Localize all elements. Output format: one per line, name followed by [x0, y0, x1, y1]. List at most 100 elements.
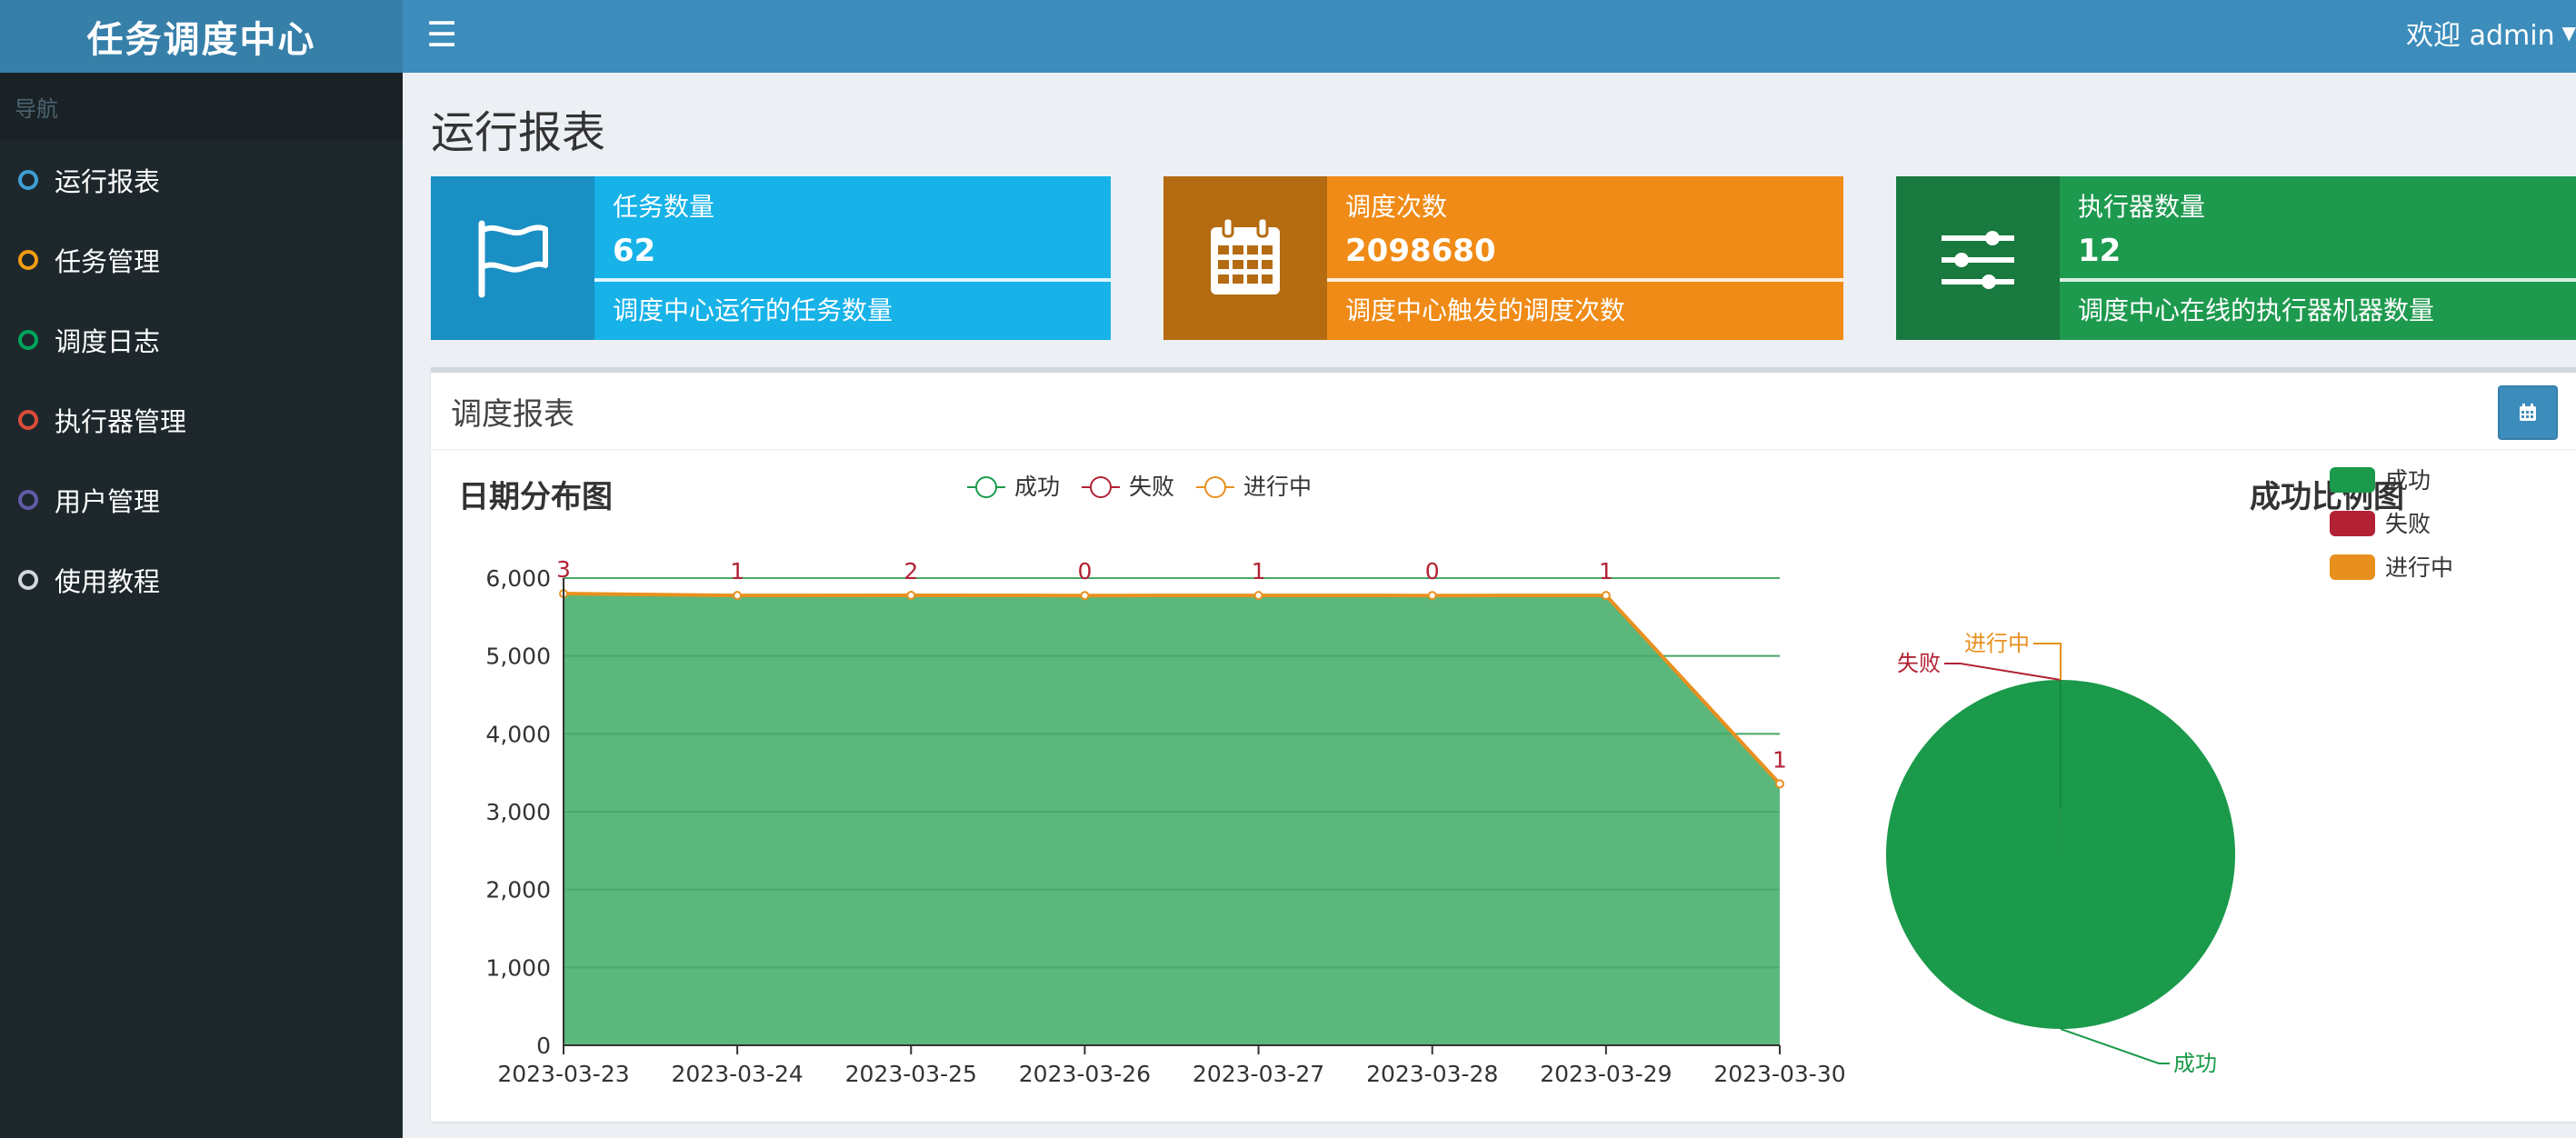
sliders-icon: [1942, 231, 2014, 289]
y-tick-label: 6,000: [485, 565, 551, 592]
nav-header: 导航: [0, 73, 403, 140]
app-logo[interactable]: 任务调度中心: [0, 0, 403, 73]
circle-icon: [18, 490, 38, 510]
data-label: 1: [1772, 746, 1787, 773]
circle-icon: [18, 330, 38, 350]
menu-icon[interactable]: ☰: [426, 15, 458, 55]
info-body: 执行器数量 12 调度中心在线的执行器机器数量: [2060, 176, 2576, 340]
data-point: [733, 591, 743, 601]
legend-marker: [1204, 476, 1226, 498]
data-label: 1: [1599, 558, 1613, 584]
legend-swatch: [2330, 467, 2375, 493]
circle-icon: [18, 410, 38, 430]
circle-icon: [18, 570, 38, 590]
legend-label: 进行中: [2385, 554, 2453, 581]
y-tick-label: 3,000: [485, 799, 551, 825]
sidebar-item-jobs[interactable]: 任务管理: [0, 220, 403, 300]
panel-title: 调度报表: [451, 396, 574, 433]
sidebar-item-logs[interactable]: 调度日志: [0, 300, 403, 380]
info-value: 62: [613, 233, 656, 269]
legend-item[interactable]: 失败: [1082, 474, 1174, 500]
series-line-running: [563, 592, 1782, 785]
data-label: 2: [904, 558, 918, 584]
data-point: [1427, 591, 1437, 601]
pie-slice[interactable]: [1886, 680, 2236, 1029]
legend-marker: [975, 476, 997, 498]
x-tick-label: 2023-03-25: [845, 1061, 977, 1087]
y-tick-label: 0: [536, 1033, 551, 1059]
legend-swatch: [2330, 554, 2375, 580]
slice-label: 进行中: [1964, 631, 2030, 656]
sidebar-item-label: 执行器管理: [55, 406, 187, 437]
y-tick-label: 4,000: [485, 721, 551, 747]
date-filter-button[interactable]: [2498, 385, 2558, 440]
sidebar-item-executors[interactable]: 执行器管理: [0, 380, 403, 460]
info-desc: 调度中心在线的执行器机器数量: [2078, 295, 2435, 325]
date-distribution-chart: 日期分布图 成功 失败 进行中 0 1,000 2,000 3,000 4,000 5,000…: [458, 474, 1846, 1087]
info-value: 2098680: [1345, 233, 1496, 269]
info-icon-container: [1163, 176, 1327, 340]
x-tick-label: 2023-03-30: [1713, 1061, 1845, 1087]
sidebar: 任务调度中心 导航 运行报表 任务管理 调度日志 执行器管理 用户管理 使用教程: [0, 0, 403, 1138]
info-label: 任务数量: [613, 192, 715, 222]
legend-swatch: [2330, 511, 2375, 536]
legend-item[interactable]: 进行中: [2330, 554, 2453, 581]
user-menu[interactable]: 欢迎 admin ▼: [2406, 13, 2576, 53]
data-point: [1775, 779, 1784, 789]
sidebar-item-label: 使用教程: [55, 566, 161, 597]
data-label: 0: [1425, 558, 1440, 584]
sidebar-item-report[interactable]: 运行报表: [0, 140, 403, 220]
data-point: [1080, 591, 1090, 601]
panel-header: 调度报表: [431, 373, 2576, 451]
legend-label: 进行中: [1243, 474, 1312, 500]
info-desc: 调度中心触发的调度次数: [1345, 295, 1626, 325]
sidebar-item-users[interactable]: 用户管理: [0, 460, 403, 540]
circle-icon: [18, 170, 38, 190]
y-tick-label: 2,000: [485, 877, 551, 903]
legend-label: 成功: [1014, 474, 1060, 500]
data-point: [1601, 591, 1611, 601]
report-panel: 调度报表 日期分布图 成功 失败 进行中 0 1,000 2,000 3,000 4,000…: [431, 367, 2576, 1122]
data-label: 0: [1077, 558, 1092, 584]
label-leader: [2060, 1028, 2170, 1064]
info-label: 执行器数量: [2078, 192, 2206, 222]
top-navbar: ☰ 欢迎 admin ▼: [403, 0, 2576, 73]
legend-item[interactable]: 进行中: [1196, 474, 1312, 500]
sidebar-item-label: 运行报表: [55, 166, 161, 197]
chart-title: 成功比例图: [2250, 479, 2404, 515]
label-leader: [1944, 663, 2062, 681]
info-desc: 调度中心运行的任务数量: [613, 295, 894, 325]
flag-icon: [478, 220, 548, 298]
x-tick-label: 2023-03-26: [1019, 1061, 1151, 1087]
info-value: 12: [2078, 233, 2122, 269]
chart-title: 日期分布图: [458, 479, 613, 515]
info-icon-container: [1896, 176, 2060, 340]
data-point: [906, 591, 916, 601]
series-area-success: [564, 594, 1780, 1045]
sidebar-item-label: 调度日志: [55, 326, 161, 357]
y-tick-label: 5,000: [485, 644, 551, 670]
info-box-jobs: 任务数量 62 调度中心运行的任务数量: [431, 176, 1111, 340]
legend-item[interactable]: 失败: [2330, 511, 2431, 537]
legend-marker: [1090, 476, 1112, 498]
info-label: 调度次数: [1345, 192, 1448, 222]
legend-label: 失败: [1129, 474, 1174, 500]
info-body: 任务数量 62 调度中心运行的任务数量: [594, 176, 1111, 340]
x-tick-label: 2023-03-27: [1193, 1061, 1324, 1087]
sidebar-item-help[interactable]: 使用教程: [0, 540, 403, 620]
x-tick-label: 2023-03-24: [671, 1061, 803, 1087]
y-tick-label: 1,000: [485, 954, 551, 981]
legend-item[interactable]: 成功: [967, 474, 1060, 500]
legend-item[interactable]: 成功: [2330, 467, 2431, 494]
data-label: 3: [556, 556, 571, 583]
sidebar-item-label: 任务管理: [55, 246, 161, 277]
progress-divider: [594, 278, 1111, 282]
circle-icon: [18, 250, 38, 270]
x-tick-label: 2023-03-23: [497, 1061, 629, 1087]
info-icon-container: [431, 176, 594, 340]
info-box-triggers: 调度次数 2098680 调度中心触发的调度次数: [1163, 176, 1843, 340]
slice-label: 失败: [1897, 651, 1941, 676]
label-leader: [2033, 643, 2062, 680]
calendar-icon: [2520, 404, 2536, 421]
